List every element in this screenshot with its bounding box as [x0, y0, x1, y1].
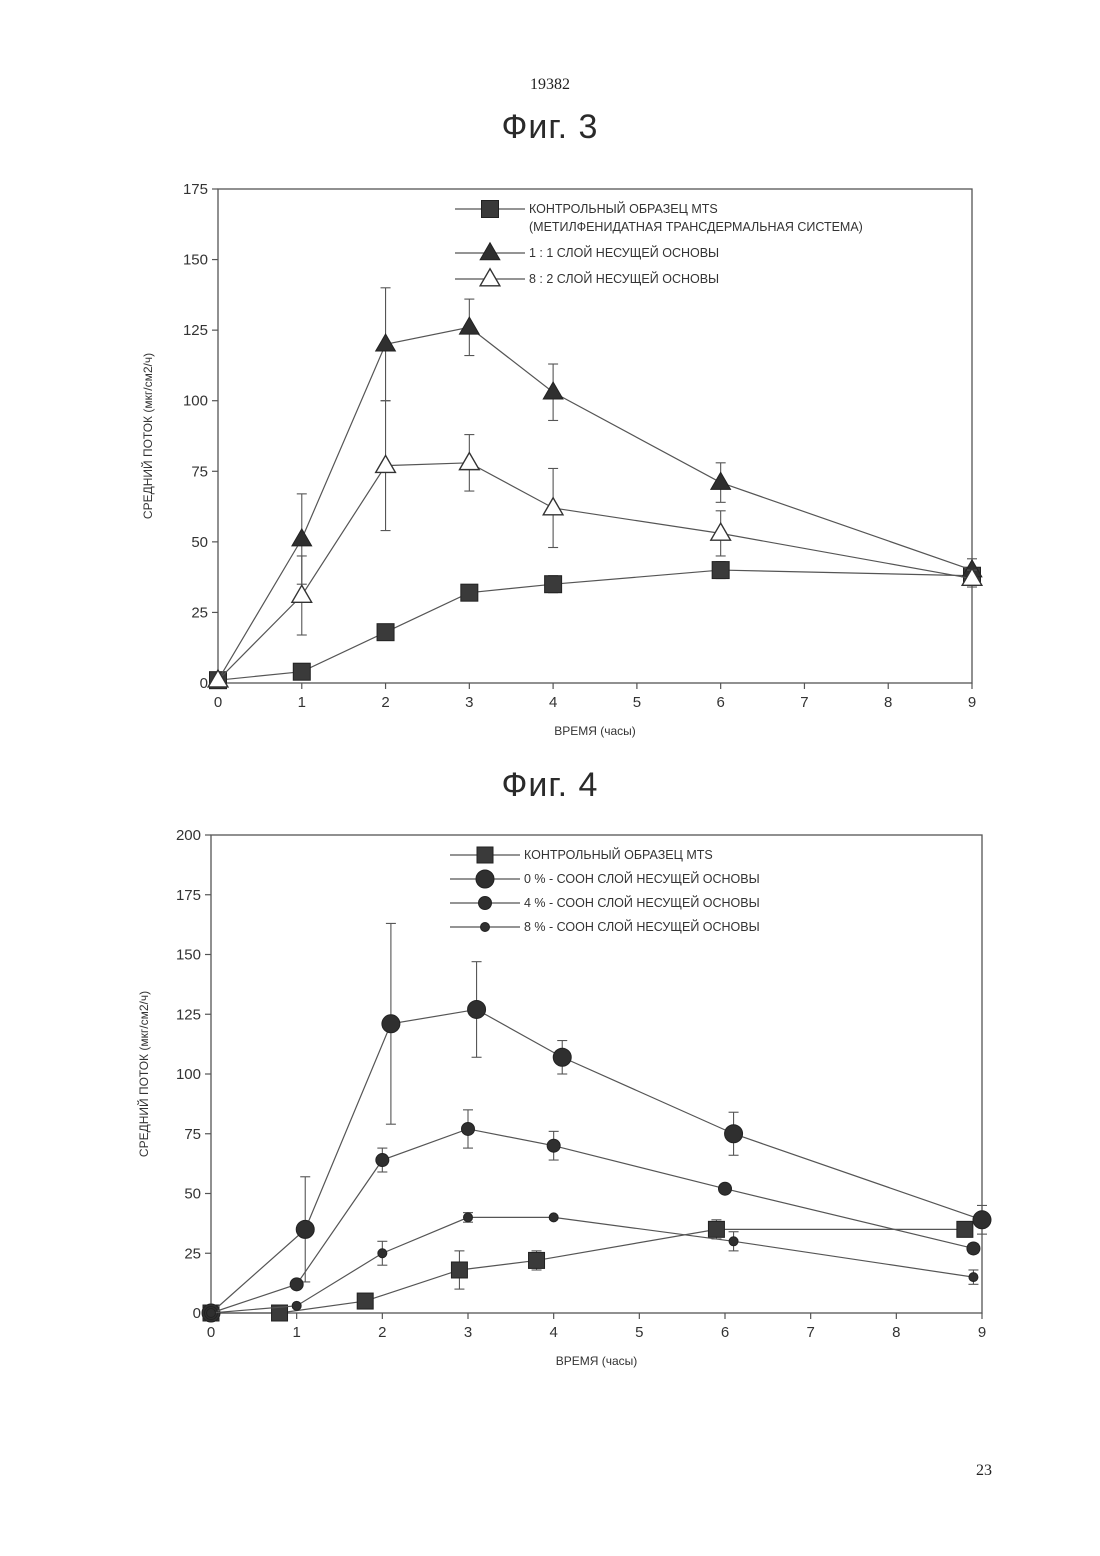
x-tick-label: 9: [978, 1324, 986, 1341]
data-point: [549, 1213, 558, 1222]
data-point: [708, 1221, 724, 1237]
data-point: [451, 1262, 467, 1278]
data-point: [468, 1000, 486, 1018]
data-point: [973, 1211, 991, 1229]
x-tick-label: 8: [892, 1324, 900, 1341]
series-2: [205, 1110, 980, 1320]
series-3: [207, 1213, 979, 1318]
x-tick-label: 1: [292, 1324, 300, 1341]
data-point: [462, 1122, 475, 1135]
x-tick-label: 2: [378, 1324, 386, 1341]
y-tick-label: 175: [176, 887, 201, 904]
data-point: [464, 1213, 473, 1222]
x-tick-label: 3: [464, 1324, 472, 1341]
data-point: [296, 1220, 314, 1238]
y-tick-label: 75: [184, 1126, 201, 1143]
data-point: [969, 1273, 978, 1282]
series-line: [211, 1009, 982, 1313]
data-point: [967, 1242, 980, 1255]
data-point: [378, 1249, 387, 1258]
series-line: [211, 1129, 973, 1313]
y-tick-label: 50: [184, 1186, 201, 1203]
page-number-bottom: 23: [976, 1462, 992, 1480]
legend: КОНТРОЛЬНЫЙ ОБРАЗЕЦ MTS 0 % - СООН СЛОЙ Н…: [450, 847, 760, 934]
data-point: [719, 1182, 732, 1195]
y-axis-label: СРЕДНИЙ ПОТОК (мкг/см2/ч): [136, 991, 151, 1157]
y-tick-label: 150: [176, 947, 201, 964]
data-point: [376, 1154, 389, 1167]
series-line: [211, 1229, 965, 1313]
x-tick-label: 7: [806, 1324, 814, 1341]
x-tick-label: 0: [207, 1324, 215, 1341]
x-tick-label: 5: [635, 1324, 643, 1341]
data-point: [529, 1252, 545, 1268]
y-tick-label: 125: [176, 1006, 201, 1023]
legend-marker: [477, 847, 493, 863]
series-line: [211, 1217, 973, 1313]
y-tick-label: 100: [176, 1066, 201, 1083]
legend-marker: [481, 923, 490, 932]
data-point: [207, 1309, 216, 1318]
data-point: [729, 1237, 738, 1246]
legend-marker: [476, 870, 494, 888]
data-point: [553, 1048, 571, 1066]
data-point: [357, 1293, 373, 1309]
legend-label: 0 % - СООН СЛОЙ НЕСУЩЕЙ ОСНОВЫ: [524, 871, 760, 886]
y-tick-label: 200: [176, 827, 201, 844]
data-point: [725, 1125, 743, 1143]
legend-label: 8 % - СООН СЛОЙ НЕСУЩЕЙ ОСНОВЫ: [524, 919, 760, 934]
legend-marker: [479, 897, 492, 910]
x-axis-label: ВРЕМЯ (часы): [556, 1354, 638, 1368]
data-point: [547, 1139, 560, 1152]
series-0: [203, 1220, 973, 1321]
data-point: [957, 1221, 973, 1237]
data-point: [292, 1301, 301, 1310]
legend-label: 4 % - СООН СЛОЙ НЕСУЩЕЙ ОСНОВЫ: [524, 895, 760, 910]
x-tick-label: 4: [549, 1324, 557, 1341]
x-tick-label: 6: [721, 1324, 729, 1341]
y-tick-label: 0: [193, 1305, 201, 1322]
y-tick-label: 25: [184, 1245, 201, 1262]
figure-4-chart: 0 25 50 75 100 125 150 175 200 0 1 2 3 4 5 6 7 8 9 ВРЕМЯ (ч…: [0, 0, 1100, 1400]
data-point: [290, 1278, 303, 1291]
legend-label: КОНТРОЛЬНЫЙ ОБРАЗЕЦ MTS: [524, 847, 713, 862]
data-point: [382, 1015, 400, 1033]
